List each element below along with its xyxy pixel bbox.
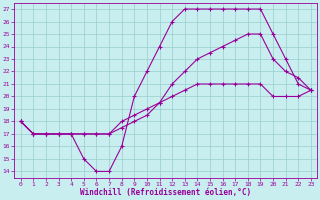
X-axis label: Windchill (Refroidissement éolien,°C): Windchill (Refroidissement éolien,°C) (80, 188, 252, 197)
